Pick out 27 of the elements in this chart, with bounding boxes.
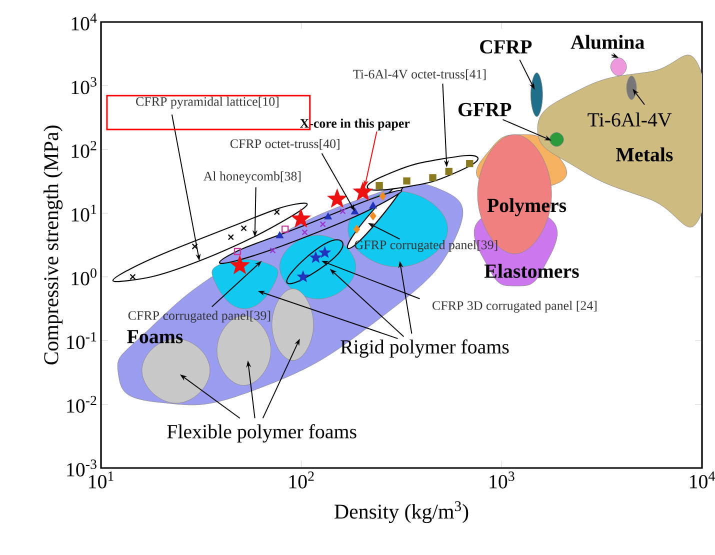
x-tick-label: 10$^{4}$ [690,472,715,488]
x-tick-label: 10$^{3}$ [490,472,514,488]
annotation: Ti-6Al-4V [588,112,672,127]
annotation: Alumina [570,34,644,49]
annotation: Ti-6Al-4V octet-truss[41] [353,69,486,80]
annotation: Metals [616,147,673,162]
annotation: CFRP [480,40,532,54]
y-tick-label: 10$^{1}$ [72,204,96,222]
annotation: CFRP corrugated panel[39] [128,310,270,323]
annotation: Al honeycomb[38] [203,171,301,184]
y-tick-label: 10$^{0}$ [72,268,96,286]
annotation: CFRP 3D corrugated panel [24] [432,300,597,313]
y-tick-label: 10$^{-2}$ [67,396,96,413]
annotation: Flexible polymer foams [167,424,356,442]
y-axis-title: Compressive strength (MPa) [44,126,63,364]
annotation: Foams [127,330,183,344]
y-tick-label: 10$^{3}$ [72,77,96,94]
y-tick-label: 10$^{2}$ [72,140,96,158]
annotation: CFRP octet-truss[40] [230,139,340,150]
annotation: Rigid polymer foams [340,339,509,358]
y-tick-label: 10$^{-1}$ [67,332,96,350]
annotation: GFRP [458,102,512,116]
annotation: Polymers [487,198,566,216]
y-tick-label: 10$^{4}$ [72,14,97,30]
annotation: CFRP pyramidal lattice[10] [136,96,278,109]
x-axis-title: Density (kg/m$^{3}$) [334,501,468,523]
x-tick-label: 10$^{2}$ [289,472,314,488]
